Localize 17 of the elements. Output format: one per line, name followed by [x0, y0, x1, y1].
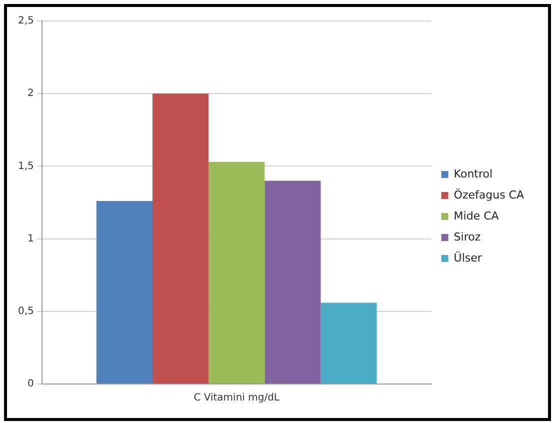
y-tick-label: 1	[28, 233, 34, 244]
legend-label: Siroz	[454, 230, 481, 244]
legend-label: Ülser	[454, 250, 482, 264]
bar	[320, 302, 377, 384]
y-tick-label: 2,5	[18, 16, 34, 27]
bar	[264, 180, 321, 384]
x-tick-label: C Vitamini mg/dL	[194, 392, 280, 404]
y-tick-label: 1,5	[18, 160, 34, 172]
y-tick-label: 2	[28, 88, 34, 100]
y-tick-label: 0	[28, 378, 34, 390]
bar	[208, 162, 265, 384]
bar	[152, 94, 209, 384]
y-tick-label: 0,5	[18, 306, 34, 317]
bar	[96, 201, 152, 384]
legend-label: Özefagus CA	[454, 187, 524, 202]
legend-label: Kontrol	[454, 167, 493, 180]
legend-label: Mide CA	[454, 209, 500, 222]
